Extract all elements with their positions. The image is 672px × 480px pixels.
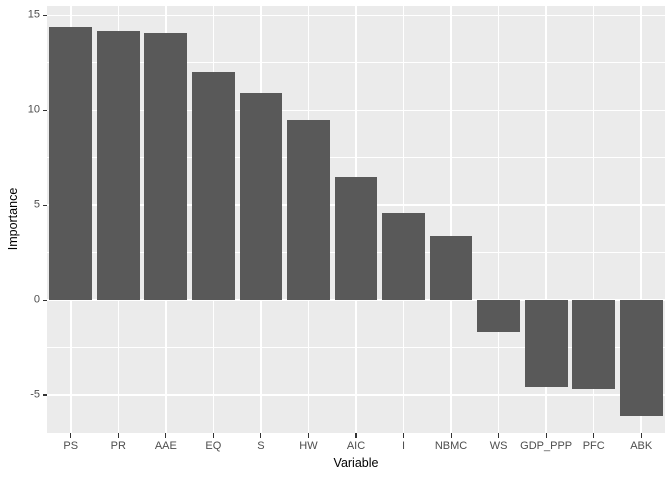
x-tick-mark [260, 433, 262, 438]
vertical-gridline [497, 6, 500, 433]
x-tick-label: AAE [154, 440, 177, 452]
bar-PR [96, 30, 140, 301]
y-tick-label: 0 [33, 293, 40, 306]
x-tick-label: WS [489, 440, 508, 452]
y-tick-mark [42, 14, 47, 17]
x-tick-mark [450, 433, 452, 438]
bar-PS [49, 26, 93, 301]
x-axis-title: Variable [333, 456, 379, 470]
x-tick-mark [498, 433, 500, 438]
y-tick-mark [42, 204, 47, 206]
bar-WS [477, 300, 520, 333]
bar-I [382, 212, 425, 301]
x-tick-label: I [402, 440, 406, 452]
x-tick-label: GDP_PPP [520, 440, 573, 452]
x-tick-label: AIC [346, 440, 366, 452]
x-tick-mark [640, 433, 642, 438]
x-tick-mark [117, 433, 119, 438]
x-tick-mark [593, 433, 595, 438]
x-tick-label: PS [63, 440, 79, 452]
vertical-gridline [450, 6, 452, 433]
x-tick-mark [402, 433, 405, 438]
y-axis-title: Importance [6, 187, 20, 251]
x-tick-label: NBMC [434, 440, 468, 452]
x-tick-mark [307, 433, 309, 438]
x-tick-mark [355, 433, 357, 438]
y-tick-mark [42, 299, 47, 301]
vertical-gridline [640, 6, 643, 433]
x-tick-label: PR [110, 440, 126, 452]
y-tick-label: -5 [30, 388, 40, 401]
bar-NBMC [429, 235, 473, 301]
bar-AIC [334, 176, 378, 301]
x-tick-label: ABK [630, 440, 653, 452]
y-tick-mark [42, 394, 47, 396]
vertical-gridline [545, 6, 547, 433]
plot-panel [47, 6, 665, 433]
bar-GDP_PPP [524, 300, 568, 388]
bar-HW [287, 119, 330, 301]
bar-EQ [191, 72, 235, 301]
bar-PFC [572, 300, 616, 390]
vertical-gridline [592, 6, 595, 433]
bar-ABK [619, 300, 663, 416]
x-tick-label: HW [299, 440, 318, 452]
x-tick-mark [212, 433, 214, 438]
x-tick-label: S [257, 440, 265, 452]
x-tick-label: PFC [582, 440, 605, 452]
y-tick-mark [42, 109, 47, 111]
bar-AAE [144, 32, 188, 301]
bar-S [239, 93, 283, 301]
x-tick-mark [165, 433, 167, 438]
x-tick-label: EQ [205, 440, 222, 452]
x-tick-mark [70, 433, 72, 438]
y-tick-label: 5 [33, 198, 40, 211]
x-tick-mark [545, 433, 547, 438]
y-tick-label: 10 [27, 103, 40, 116]
y-tick-label: 15 [27, 8, 40, 21]
